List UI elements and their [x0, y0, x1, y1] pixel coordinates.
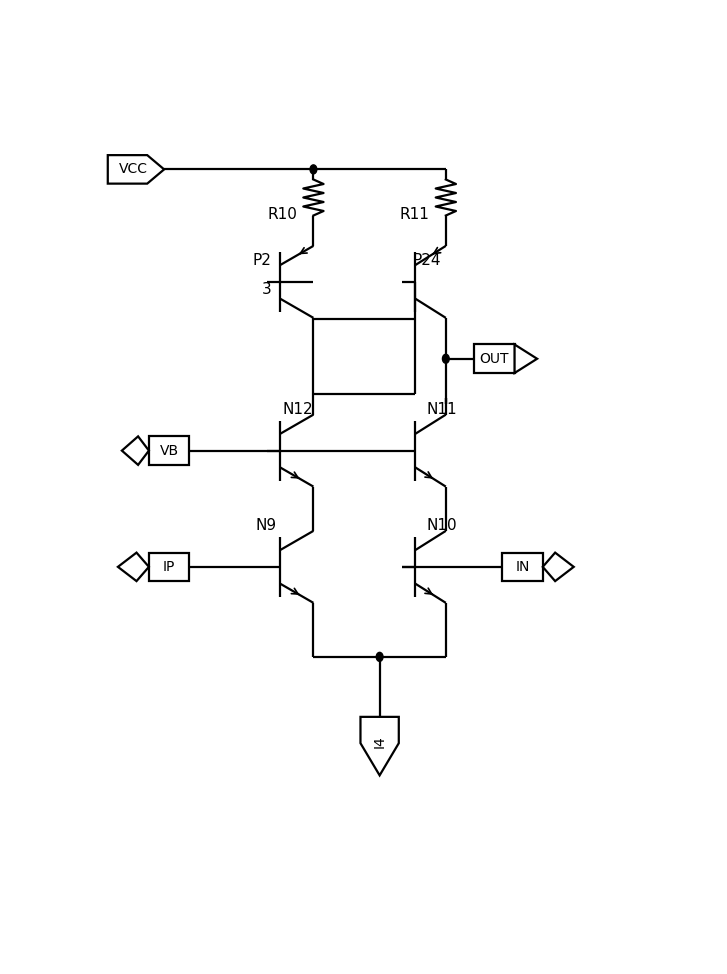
Polygon shape: [118, 552, 149, 581]
Polygon shape: [543, 552, 574, 581]
Text: N10: N10: [426, 518, 457, 533]
Text: P2: P2: [252, 253, 271, 269]
Bar: [474, 345, 515, 373]
Polygon shape: [122, 436, 149, 465]
Text: N11: N11: [426, 402, 457, 417]
Text: R10: R10: [268, 206, 297, 222]
Polygon shape: [515, 345, 537, 373]
Polygon shape: [108, 155, 164, 184]
Text: I4: I4: [373, 735, 387, 748]
Text: N12: N12: [283, 402, 313, 417]
Circle shape: [443, 355, 449, 363]
Polygon shape: [361, 717, 399, 775]
Bar: [149, 552, 190, 581]
Text: 3: 3: [262, 281, 271, 297]
Text: R11: R11: [400, 206, 430, 222]
Text: VB: VB: [160, 443, 179, 458]
Text: P24: P24: [412, 253, 441, 269]
Text: N9: N9: [256, 518, 277, 533]
Circle shape: [310, 165, 317, 174]
Text: IN: IN: [515, 560, 530, 574]
Text: OUT: OUT: [480, 352, 509, 366]
Circle shape: [377, 653, 383, 661]
Bar: [502, 552, 543, 581]
Bar: [149, 436, 190, 465]
Text: VCC: VCC: [119, 163, 148, 176]
Text: IP: IP: [163, 560, 175, 574]
